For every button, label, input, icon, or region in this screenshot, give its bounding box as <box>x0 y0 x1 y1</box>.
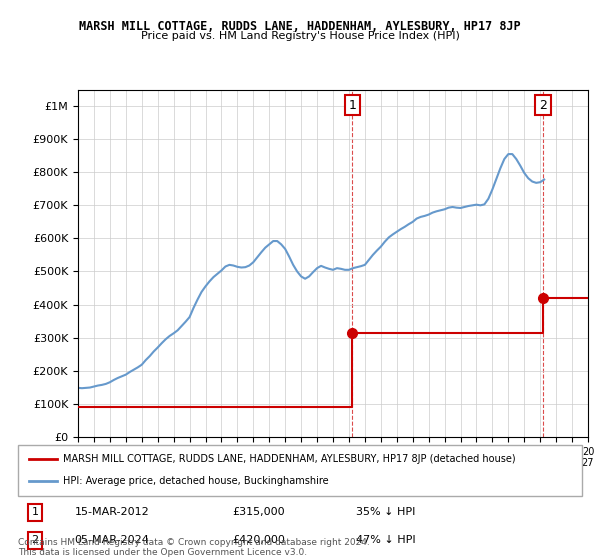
Text: 47% ↓ HPI: 47% ↓ HPI <box>356 535 416 545</box>
Text: 05-MAR-2024: 05-MAR-2024 <box>74 535 149 545</box>
Text: 1: 1 <box>349 99 356 112</box>
Text: 35% ↓ HPI: 35% ↓ HPI <box>356 507 416 517</box>
FancyBboxPatch shape <box>18 445 582 496</box>
Text: MARSH MILL COTTAGE, RUDDS LANE, HADDENHAM, AYLESBURY, HP17 8JP (detached house): MARSH MILL COTTAGE, RUDDS LANE, HADDENHA… <box>63 454 516 464</box>
Text: 15-MAR-2012: 15-MAR-2012 <box>74 507 149 517</box>
Text: 2: 2 <box>539 99 547 112</box>
Text: Price paid vs. HM Land Registry's House Price Index (HPI): Price paid vs. HM Land Registry's House … <box>140 31 460 41</box>
Text: 1: 1 <box>31 507 38 517</box>
Text: £420,000: £420,000 <box>232 535 285 545</box>
Text: HPI: Average price, detached house, Buckinghamshire: HPI: Average price, detached house, Buck… <box>63 477 329 487</box>
Text: 2: 2 <box>31 535 38 545</box>
Text: Contains HM Land Registry data © Crown copyright and database right 2024.
This d: Contains HM Land Registry data © Crown c… <box>18 538 370 557</box>
Text: £315,000: £315,000 <box>232 507 285 517</box>
Text: MARSH MILL COTTAGE, RUDDS LANE, HADDENHAM, AYLESBURY, HP17 8JP: MARSH MILL COTTAGE, RUDDS LANE, HADDENHA… <box>79 20 521 32</box>
